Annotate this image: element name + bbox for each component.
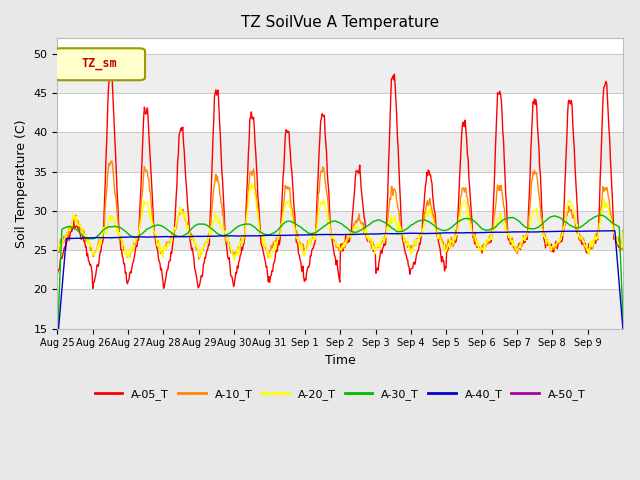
A-10_T xyxy=(275,235,282,241)
Text: TZ_sm: TZ_sm xyxy=(81,57,117,70)
Y-axis label: Soil Temperature (C): Soil Temperature (C) xyxy=(15,119,28,248)
A-05_T xyxy=(619,229,627,235)
A-05_T xyxy=(274,242,282,248)
A-20_T xyxy=(253,210,261,216)
A-50_T xyxy=(430,444,438,449)
A-40_T xyxy=(619,327,627,333)
A-30_T xyxy=(224,231,232,237)
Bar xyxy=(58,289,623,329)
A-40_T xyxy=(120,234,127,240)
A-10_T xyxy=(195,256,203,262)
A-40_T xyxy=(399,231,406,237)
A-20_T xyxy=(619,230,627,236)
A-20_T xyxy=(230,257,238,263)
A-20_T xyxy=(54,245,61,251)
A-05_T xyxy=(89,286,97,291)
A-30_T xyxy=(597,212,605,218)
A-50_T xyxy=(120,444,127,449)
A-05_T xyxy=(121,261,129,266)
X-axis label: Time: Time xyxy=(325,354,356,367)
A-10_T xyxy=(400,236,408,242)
A-40_T xyxy=(224,233,232,239)
FancyBboxPatch shape xyxy=(54,48,145,80)
A-10_T xyxy=(619,228,627,233)
A-10_T xyxy=(253,202,261,207)
A-05_T xyxy=(253,163,260,168)
A-20_T xyxy=(120,242,127,248)
A-40_T xyxy=(430,230,438,236)
A-40_T xyxy=(273,232,281,238)
A-10_T xyxy=(121,248,129,254)
Line: A-05_T: A-05_T xyxy=(58,74,623,288)
Bar xyxy=(58,54,623,93)
A-30_T xyxy=(273,228,281,233)
A-40_T xyxy=(252,233,260,239)
A-50_T xyxy=(619,444,627,449)
A-05_T xyxy=(400,243,408,249)
A-05_T xyxy=(225,256,232,262)
Line: A-10_T: A-10_T xyxy=(58,161,623,259)
A-10_T xyxy=(108,158,116,164)
A-50_T xyxy=(399,444,406,449)
A-50_T xyxy=(224,444,232,449)
A-20_T xyxy=(224,234,232,240)
A-30_T xyxy=(399,228,406,234)
A-30_T xyxy=(54,336,61,341)
Line: A-20_T: A-20_T xyxy=(58,183,623,260)
A-30_T xyxy=(430,223,438,228)
A-30_T xyxy=(120,228,127,233)
Bar xyxy=(58,211,623,250)
Line: A-30_T: A-30_T xyxy=(58,215,623,338)
A-10_T xyxy=(225,240,233,246)
A-50_T xyxy=(252,444,260,449)
Line: A-40_T: A-40_T xyxy=(58,231,623,343)
A-30_T xyxy=(619,316,627,322)
A-20_T xyxy=(432,231,440,237)
A-05_T xyxy=(432,218,440,224)
Title: TZ SoilVue A Temperature: TZ SoilVue A Temperature xyxy=(241,15,439,30)
Legend: A-05_T, A-10_T, A-20_T, A-30_T, A-40_T, A-50_T: A-05_T, A-10_T, A-20_T, A-30_T, A-40_T, … xyxy=(90,384,590,405)
A-30_T xyxy=(252,226,260,231)
A-50_T xyxy=(54,444,61,449)
Bar xyxy=(58,132,623,172)
A-20_T xyxy=(275,234,282,240)
A-40_T xyxy=(609,228,617,234)
A-10_T xyxy=(432,224,440,230)
A-40_T xyxy=(54,340,61,346)
A-20_T xyxy=(400,239,408,244)
A-05_T xyxy=(390,71,398,77)
A-20_T xyxy=(249,180,257,186)
A-10_T xyxy=(54,249,61,255)
A-50_T xyxy=(273,444,281,449)
A-05_T xyxy=(54,271,61,277)
